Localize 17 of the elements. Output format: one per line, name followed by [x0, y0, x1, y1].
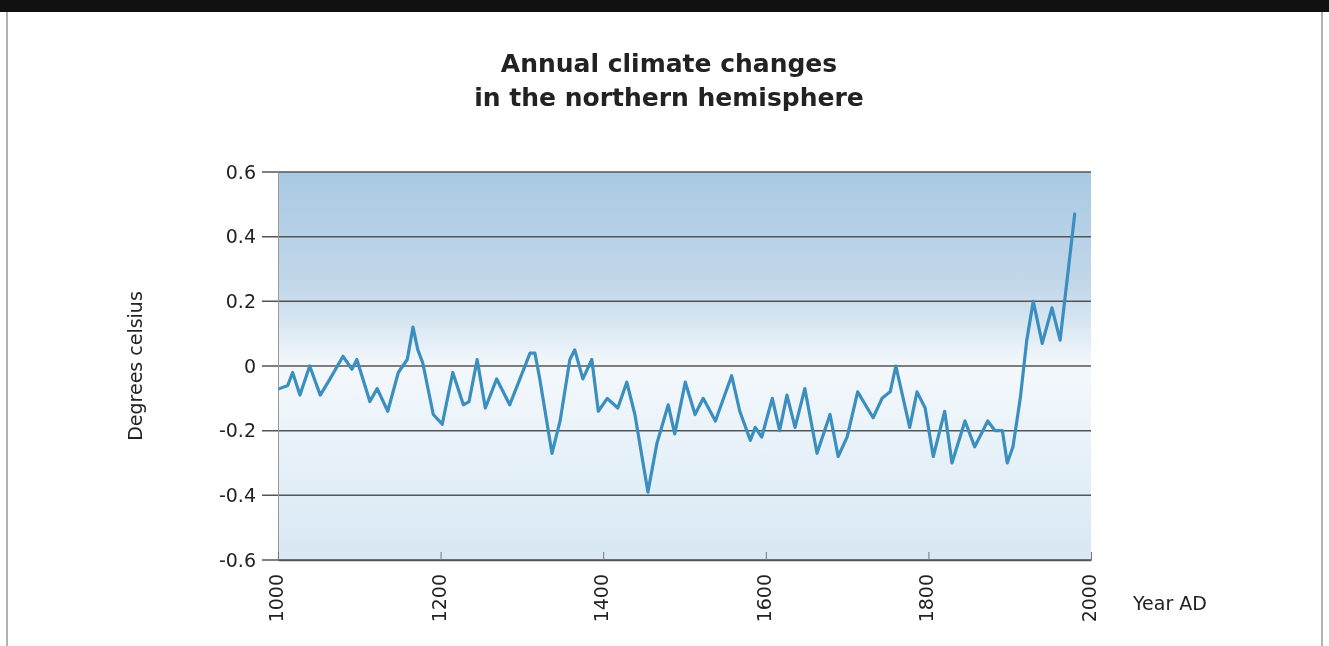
y-tick-label: 0.6: [225, 160, 256, 183]
y-tick-label: -0.6: [218, 548, 256, 571]
x-tick-label: 1800: [915, 574, 938, 623]
chart-title: Annual climate changes in the northern hemisphere: [474, 49, 864, 112]
y-tick-label: -0.2: [218, 419, 256, 442]
x-tick-label: 1600: [752, 574, 775, 623]
y-tick-label: 0.2: [225, 289, 256, 312]
x-axis-title: Year AD: [1132, 592, 1207, 614]
y-tick-label: 0: [243, 354, 256, 377]
y-tick-label: 0.4: [225, 225, 256, 248]
y-tick-label: -0.4: [218, 483, 256, 506]
x-tick-label: 1400: [590, 574, 613, 623]
y-axis-title: Degrees celsius: [124, 291, 146, 441]
x-tick-label: 1200: [427, 574, 450, 623]
line-series: [278, 212, 1077, 494]
x-tick-label: 1000: [265, 574, 287, 623]
x-tick-label: 2000: [1078, 574, 1100, 623]
